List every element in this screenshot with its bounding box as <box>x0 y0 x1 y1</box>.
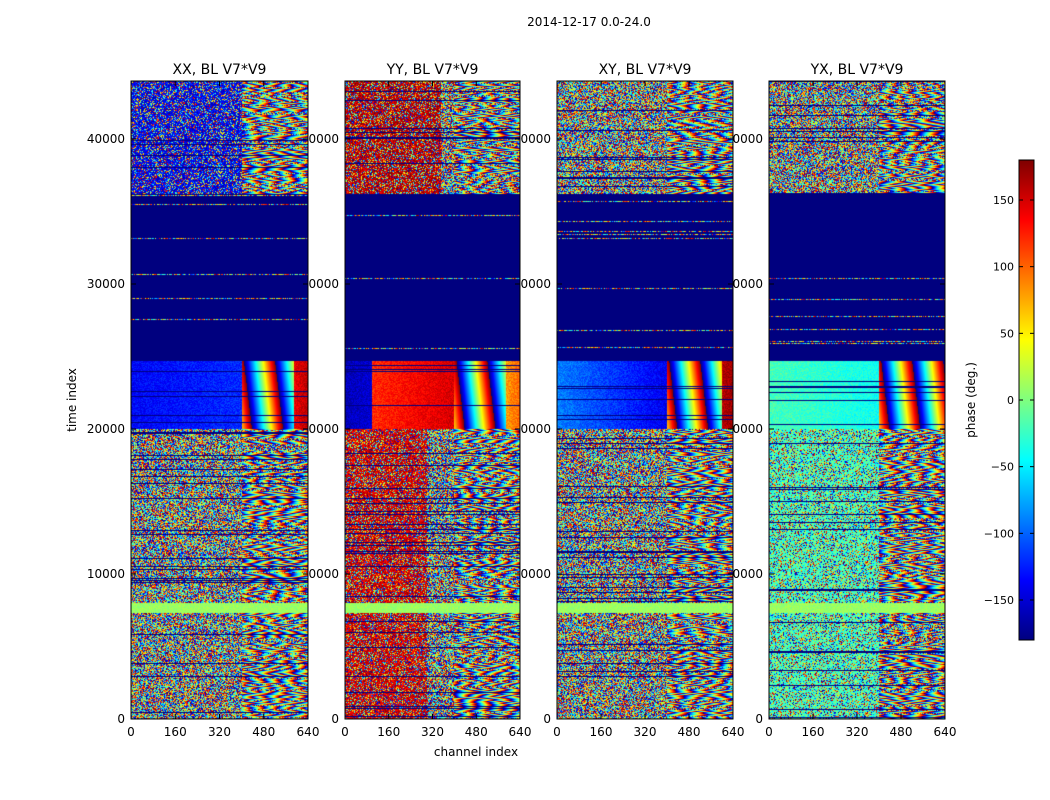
panel-2: YY, BL V7*V90 160 320 480 640000000000000000… <box>308 62 531 739</box>
y-tick-label-4-0: 0 <box>755 712 763 726</box>
panel-title-4: YX, BL V7*V9 <box>810 62 904 78</box>
panel-1: XX, BL V7*V9 0 160 320 480 640 0 10000 20000 3000… <box>87 62 320 739</box>
y-tick-label-4-2: 0000 <box>732 422 763 436</box>
x-tick-label-2-4: 640 <box>509 725 532 739</box>
x-tick-label-2-2: 320 <box>421 725 444 739</box>
y-tick-label-3-4: 0000 <box>520 132 551 146</box>
colorbar-tick-label-1: −100 <box>984 527 1014 540</box>
heatmap-image-1 <box>131 81 308 719</box>
x-tick-label-1-4: 640 <box>297 725 320 739</box>
colorbar-tick-label-0: −150 <box>984 594 1014 607</box>
x-tick-label-2-1: 160 <box>377 725 400 739</box>
x-tick-label-2-0: 0 <box>341 725 349 739</box>
y-tick-label-3-3: 0000 <box>520 277 551 291</box>
y-tick-label-2-3: 0000 <box>308 277 339 291</box>
x-tick-label-2-3: 480 <box>465 725 488 739</box>
heatmap-image-4 <box>769 81 945 719</box>
x-axis-label: channel index <box>434 745 518 759</box>
panel-title-1: XX, BL V7*V9 <box>173 62 267 78</box>
x-tick-label-4-4: 640 <box>934 725 957 739</box>
colorbar-tick-label-2: −50 <box>991 461 1014 474</box>
y-axis-label: time index <box>65 368 79 432</box>
x-tick-label-1-3: 480 <box>252 725 275 739</box>
x-tick-label-3-4: 640 <box>722 725 745 739</box>
x-tick-label-4-0: 0 <box>765 725 773 739</box>
y-tick-label-3-1: 0000 <box>520 567 551 581</box>
y-tick-label-1-2: 20000 <box>87 422 125 436</box>
y-tick-label-1-3: 30000 <box>87 277 125 291</box>
y-tick-label-3-2: 0000 <box>520 422 551 436</box>
x-tick-label-1-2: 320 <box>208 725 231 739</box>
x-tick-label-3-3: 480 <box>678 725 701 739</box>
y-tick-label-1-4: 40000 <box>87 132 125 146</box>
colorbar-tick-label-3: 0 <box>1007 394 1014 407</box>
colorbar-label: phase (deg.) <box>964 362 978 438</box>
panel-title-3: XY, BL V7*V9 <box>599 62 692 78</box>
panel-3: XY, BL V7*V90 160 320 480 640000000000000000… <box>520 62 744 739</box>
y-tick-label-1-0: 0 <box>117 712 125 726</box>
x-tick-label-3-1: 160 <box>590 725 613 739</box>
y-tick-label-2-1: 0000 <box>308 567 339 581</box>
suptitle: 2014-12-17 0.0-24.0 <box>527 15 651 29</box>
y-tick-label-2-2: 0000 <box>308 422 339 436</box>
heatmap-image-2 <box>345 81 520 719</box>
colorbar-tick-label-4: 50 <box>1000 327 1014 340</box>
y-tick-label-4-1: 0000 <box>732 567 763 581</box>
x-tick-label-4-1: 160 <box>802 725 825 739</box>
x-tick-label-1-0: 0 <box>127 725 135 739</box>
y-tick-label-2-0: 0 <box>331 712 339 726</box>
y-tick-label-4-3: 0000 <box>732 277 763 291</box>
x-tick-label-4-3: 480 <box>890 725 913 739</box>
colorbar-tick-label-6: 150 <box>993 194 1014 207</box>
y-tick-label-3-0: 0 <box>543 712 551 726</box>
heatmap-image-3 <box>557 81 733 719</box>
panel-4: YX, BL V7*V90 160 320 480 640000000000000000… <box>732 62 956 739</box>
panels: XX, BL V7*V9 0 160 320 480 640 0 10000 20000 3000… <box>87 62 957 739</box>
y-tick-label-4-4: 0000 <box>732 132 763 146</box>
colorbar-tick-label-5: 100 <box>993 261 1014 274</box>
x-tick-label-3-0: 0 <box>553 725 561 739</box>
panel-title-2: YY, BL V7*V9 <box>386 62 479 78</box>
y-tick-label-2-4: 0000 <box>308 132 339 146</box>
x-tick-label-4-2: 320 <box>846 725 869 739</box>
x-tick-label-1-1: 160 <box>164 725 187 739</box>
x-tick-label-3-2: 320 <box>634 725 657 739</box>
colorbar: −150 −100 −50 0 50 100 150 <box>984 159 1035 641</box>
y-tick-label-1-1: 10000 <box>87 567 125 581</box>
